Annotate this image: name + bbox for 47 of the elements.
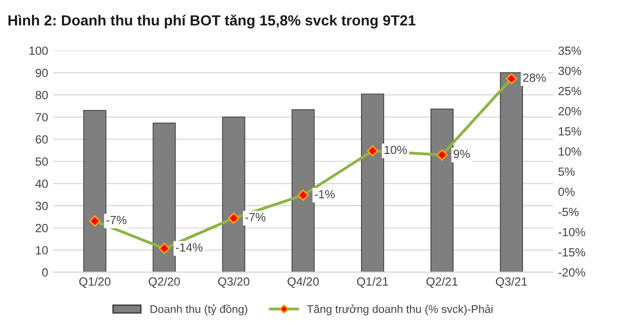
bar <box>361 94 384 272</box>
data-label: -7% <box>245 213 266 222</box>
x-tick-label: Q4/20 <box>288 277 319 288</box>
y-tick-label: 30 <box>36 202 48 210</box>
legend-label: Tăng trưởng doanh thu (% svck)-Phải <box>307 304 492 316</box>
y-tick-label: 70 <box>36 113 48 122</box>
y2-tick-label: 20% <box>558 107 582 116</box>
data-label: -7% <box>106 216 126 224</box>
y-tick-label: 40 <box>35 180 48 188</box>
data-label: 10% <box>384 146 407 154</box>
data-label: 9% <box>454 150 470 158</box>
y2-tick-label: 0% <box>558 188 575 196</box>
y2-tick-label: 30% <box>558 66 582 76</box>
x-tick-label: Q3/20 <box>218 277 250 288</box>
bar <box>152 122 176 272</box>
bar <box>430 108 454 272</box>
y2-tick-label: -20% <box>558 268 586 277</box>
x-tick-label: Q1/20 <box>79 277 110 288</box>
data-label: -14% <box>176 243 202 252</box>
x-tick-label: Q3/21 <box>496 277 527 288</box>
y-tick-label: 0 <box>42 268 48 277</box>
x-tick-label: Q2/20 <box>148 277 180 288</box>
y-tick-label: 50 <box>36 157 48 166</box>
bar <box>500 72 523 272</box>
y2-tick-label: 5% <box>558 168 575 176</box>
y2-tick-label: -10% <box>558 228 586 236</box>
y2-tick-label: 10% <box>558 147 582 156</box>
y-tick-label: 10 <box>36 246 48 254</box>
x-tick-label: Q1/21 <box>357 277 388 288</box>
y-tick-label: 100 <box>29 46 48 55</box>
y2-tick-label: 35% <box>558 46 582 55</box>
y2-tick-label: -15% <box>558 248 586 256</box>
bar <box>83 110 106 272</box>
y2-tick-label: 25% <box>558 86 582 96</box>
data-label: 28% <box>523 74 546 82</box>
y-tick-label: 20 <box>36 224 48 232</box>
data-label: -1% <box>314 190 335 198</box>
bar <box>222 116 246 272</box>
y2-tick-label: -5% <box>558 208 579 216</box>
chart-title: Hình 2: Doanh thu thu phí BOT tăng 15,8% svck trong 9T21 <box>8 14 416 28</box>
bar <box>292 109 315 272</box>
x-tick-label: Q2/21 <box>426 277 458 288</box>
y-tick-label: 60 <box>36 135 48 144</box>
y2-tick-label: 15% <box>558 127 582 136</box>
y-tick-label: 90 <box>36 68 48 78</box>
y-tick-label: 80 <box>36 90 48 100</box>
legend-label: Doanh thu (tỷ đồng) <box>150 304 248 316</box>
